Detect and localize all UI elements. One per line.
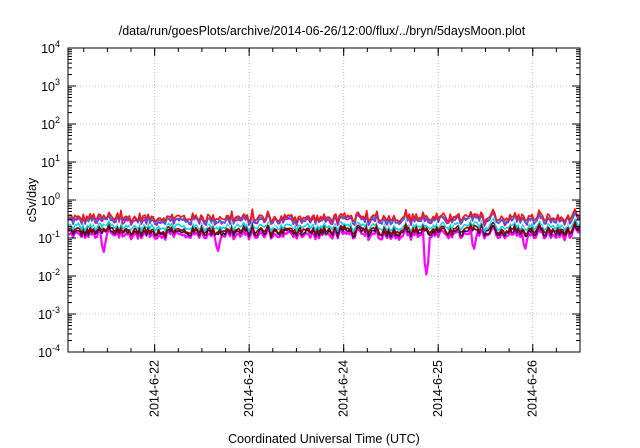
y-tick-exponent: 2: [55, 115, 60, 125]
y-tick-exponent: -4: [52, 343, 60, 353]
axis-ticks: [68, 47, 580, 353]
x-tick-label: 2014-6-26: [526, 360, 540, 417]
y-tick-exponent: -2: [52, 267, 60, 277]
x-tick-label: 2014-6-23: [242, 360, 256, 417]
y-tick-exponent: 1: [55, 153, 60, 163]
y-tick-label: 10-4: [38, 343, 60, 360]
series-line: [67, 208, 581, 224]
grid: [68, 48, 580, 352]
y-tick-label: 104: [41, 39, 60, 56]
y-tick-label: 101: [41, 153, 60, 170]
y-tick-exponent: 0: [55, 191, 60, 201]
y-tick-label: 10-3: [38, 305, 60, 322]
y-axis-label: cSv/day: [25, 177, 39, 222]
y-tick-label: 10-1: [38, 229, 60, 246]
series-group: [67, 208, 581, 276]
x-tick-label: 2014-6-25: [431, 360, 445, 417]
y-tick-exponent: -1: [52, 229, 60, 239]
y-tick-exponent: 3: [55, 77, 60, 87]
y-tick-label: 10-2: [38, 267, 60, 284]
y-tick-exponent: -3: [52, 305, 60, 315]
x-tick-label: 2014-6-24: [337, 360, 351, 417]
x-tick-labels: 2014-6-22 2014-6-23 2014-6-24 2014-6-25 2014…: [148, 360, 540, 417]
y-tick-label: 103: [41, 77, 60, 94]
y-tick-exponent: 4: [55, 39, 60, 49]
chart-title: /data/run/goesPlots/archive/2014-06-26/1…: [119, 24, 526, 38]
y-tick-label: 100: [41, 191, 60, 208]
x-axis-label: Coordinated Universal Time (UTC): [228, 432, 420, 446]
x-tick-label: 2014-6-22: [148, 360, 162, 417]
y-tick-label: 102: [41, 115, 60, 132]
